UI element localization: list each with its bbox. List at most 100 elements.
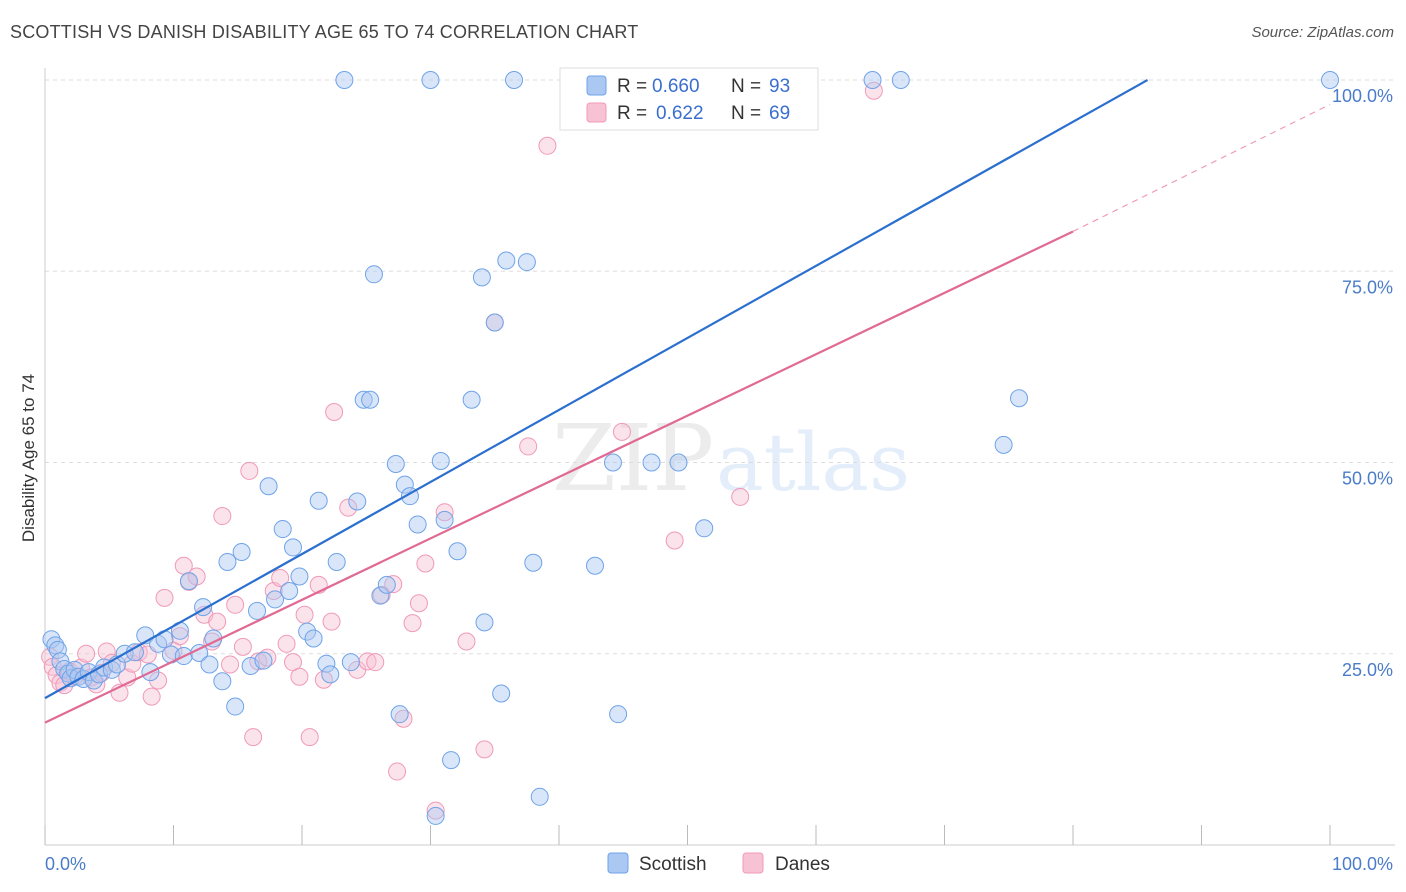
legend-swatch-danes: [586, 102, 607, 123]
bottom-legend-swatch-scottish: [607, 852, 629, 874]
danes-point: [244, 728, 263, 747]
danes-point: [538, 136, 557, 155]
grid-lines: [45, 79, 1395, 655]
danes-trend-line: [44, 230, 1074, 724]
scottish-point: [284, 538, 303, 557]
scottish-point: [669, 453, 688, 472]
scottish-point: [321, 665, 340, 684]
scottish-point: [361, 390, 380, 409]
y-axis-title: Disability Age 65 to 74: [19, 374, 38, 542]
scottish-point: [390, 705, 409, 724]
scottish-point: [348, 492, 367, 511]
scottish-point: [266, 590, 285, 609]
scottish-point: [213, 672, 232, 691]
scottish-point: [431, 451, 450, 470]
y-tick-label: 50.0%: [1342, 469, 1393, 489]
scottish-point: [364, 265, 383, 284]
scottish-point: [505, 71, 524, 89]
scottish-point: [603, 453, 622, 472]
scottish-point: [354, 390, 373, 409]
bottom-legend-swatch-danes: [742, 852, 764, 874]
scottish-point: [386, 455, 405, 474]
scottish-point: [298, 622, 317, 641]
scottish-point: [280, 582, 299, 601]
bottom-legend-label-scottish: Scottish: [639, 854, 707, 875]
danes-point: [665, 531, 684, 550]
scottish-point: [462, 390, 481, 409]
bottom-legend-label-danes: Danes: [775, 854, 830, 875]
danes-point: [142, 687, 161, 706]
danes-point: [384, 575, 403, 594]
scottish-point: [585, 556, 604, 575]
scottish-point: [84, 671, 103, 690]
scottish-point: [317, 654, 336, 673]
scottish-point: [248, 601, 267, 620]
danes-point: [403, 614, 422, 633]
danes-point: [208, 612, 227, 631]
danes-point: [226, 595, 245, 614]
scottish-point: [695, 519, 714, 538]
scottish-point: [218, 552, 237, 571]
chart-title: SCOTTISH VS DANISH DISABILITY AGE 65 TO …: [10, 22, 639, 42]
scottish-points: [42, 71, 1339, 825]
scottish-point: [530, 787, 549, 806]
scottish-point: [290, 567, 309, 586]
scottish-point: [48, 640, 67, 659]
danes-point: [233, 637, 252, 656]
danes-point: [612, 422, 631, 441]
scottish-point: [1010, 389, 1029, 408]
legend-r-label-danes: R =: [617, 103, 647, 124]
scottish-point: [517, 253, 536, 272]
axes: [44, 68, 1395, 846]
scottish-point: [485, 313, 504, 332]
danes-point: [97, 642, 116, 661]
scottish-point: [475, 613, 494, 632]
bottom-legend: Scottish Danes: [607, 852, 830, 875]
y-tick-label: 100.0%: [1332, 86, 1393, 106]
danes-point: [426, 801, 445, 820]
scottish-point: [642, 453, 661, 472]
legend-n-label-scottish: N =: [731, 76, 761, 97]
scottish-point: [341, 653, 360, 672]
scottish-trend-line: [44, 79, 1149, 700]
scottish-point: [442, 751, 461, 770]
danes-trend-line-extension: [1072, 103, 1331, 233]
danes-point: [416, 554, 435, 573]
danes-point: [290, 667, 309, 686]
scottish-point: [327, 552, 346, 571]
danes-point: [123, 654, 142, 673]
x-tick-label: 0.0%: [45, 854, 86, 874]
scottish-point: [421, 71, 440, 89]
danes-point: [339, 498, 358, 517]
scottish-point: [259, 477, 278, 496]
legend-n-value-danes: 69: [769, 103, 790, 124]
scottish-point: [863, 71, 882, 89]
trend-lines: [44, 79, 1331, 724]
scottish-point: [273, 520, 292, 539]
scottish-point: [200, 655, 219, 674]
danes-point: [388, 762, 407, 781]
legend-swatch-scottish: [586, 75, 607, 96]
scottish-point: [448, 542, 467, 561]
danes-point: [366, 653, 385, 672]
danes-point: [731, 487, 750, 506]
chart-source: Source: ZipAtlas.com: [1251, 24, 1394, 41]
scottish-point: [408, 515, 427, 534]
scottish-point: [492, 684, 511, 703]
scottish-point: [426, 806, 445, 825]
scottish-point: [377, 575, 396, 594]
scottish-point: [309, 491, 328, 510]
legend-r-label-scottish: R =: [617, 76, 647, 97]
danes-point: [435, 503, 454, 522]
scottish-point: [435, 510, 454, 529]
scottish-point: [226, 697, 245, 716]
watermark-zip: ZIP: [552, 405, 714, 512]
danes-point: [240, 461, 259, 480]
danes-point: [221, 655, 240, 674]
danes-points: [41, 81, 883, 820]
scottish-point: [524, 553, 543, 572]
danes-point: [295, 605, 314, 624]
danes-point: [271, 569, 290, 588]
scottish-point: [371, 586, 390, 605]
